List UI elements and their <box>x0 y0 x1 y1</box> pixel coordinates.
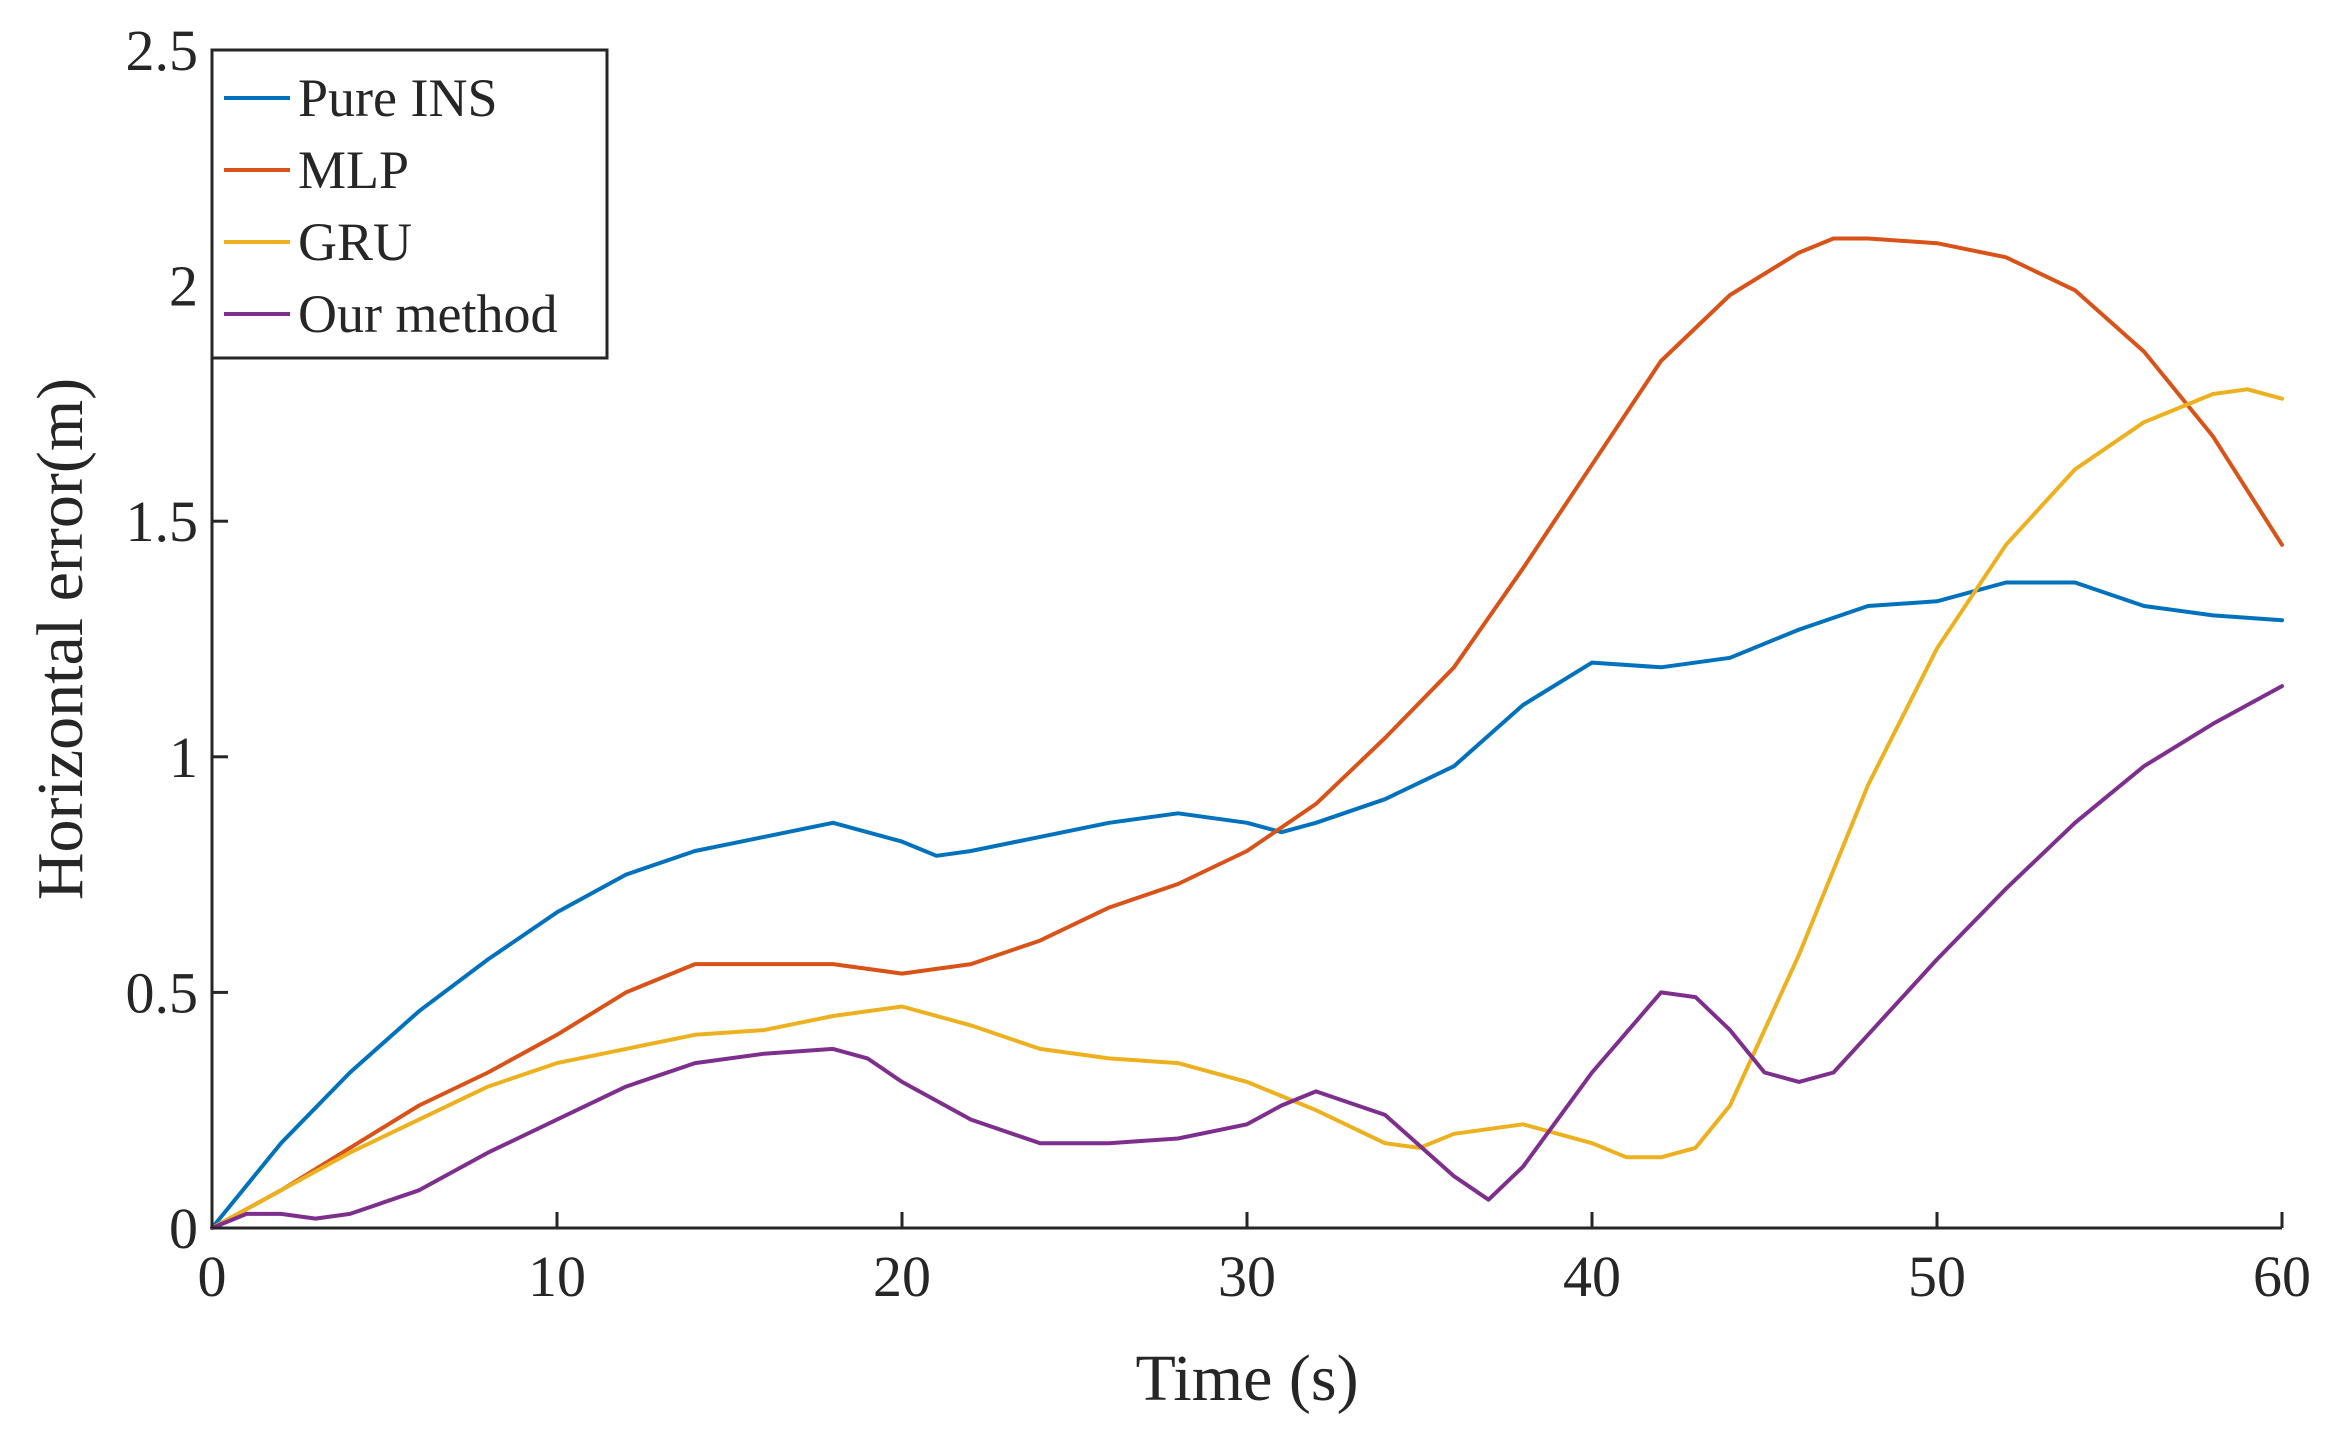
series-lines <box>210 236 2284 1230</box>
legend-label: GRU <box>298 212 412 272</box>
series-line-gru <box>210 387 2284 1230</box>
x-tick-label: 0 <box>198 1244 227 1309</box>
y-tick-label: 0 <box>169 1196 198 1261</box>
x-tick-label: 10 <box>528 1244 586 1309</box>
x-tick-label: 30 <box>1218 1244 1276 1309</box>
x-tick-label: 60 <box>2253 1244 2311 1309</box>
x-tick-label: 20 <box>873 1244 931 1309</box>
series-line-mlp <box>210 236 2284 1230</box>
y-tick-label: 2.5 <box>126 18 199 83</box>
y-ticks: 0 0.5 1 1.5 2 2.5 <box>126 18 228 1261</box>
y-tick-label: 0.5 <box>126 960 199 1025</box>
series-line-our-method <box>210 684 2284 1230</box>
x-axis-title: Time (s) <box>1135 1342 1358 1415</box>
legend-label: Pure INS <box>298 68 498 128</box>
x-tick-label: 40 <box>1563 1244 1621 1309</box>
x-ticks: 0 10 20 30 40 50 60 <box>198 1212 2311 1309</box>
y-tick-label: 1.5 <box>126 489 199 554</box>
legend: Pure INS MLP GRU Our method <box>210 48 609 360</box>
series-line-pure-ins <box>210 580 2284 1230</box>
y-tick-label: 1 <box>169 725 198 790</box>
legend-box <box>210 48 609 360</box>
legend-label: MLP <box>298 140 409 200</box>
y-axis-title: Horizontal error(m) <box>24 378 97 900</box>
x-tick-label: 50 <box>1908 1244 1966 1309</box>
axes: 0 10 20 30 40 50 60 0 0.5 1 1.5 2 2.5 <box>126 18 2312 1309</box>
legend-label: Our method <box>298 284 557 344</box>
y-tick-label: 2 <box>169 254 198 319</box>
